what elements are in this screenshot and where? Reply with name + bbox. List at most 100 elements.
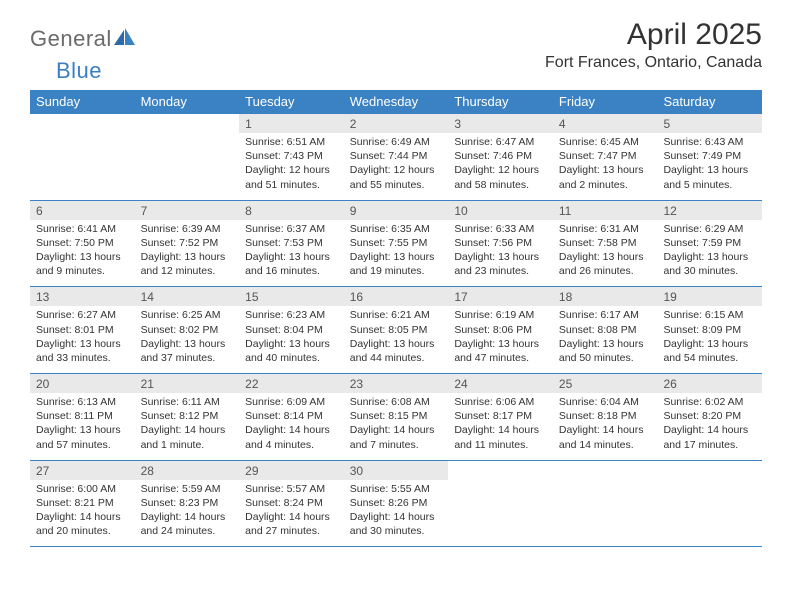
- sunrise-text: Sunrise: 5:59 AM: [141, 482, 234, 496]
- day-body: Sunrise: 6:31 AMSunset: 7:58 PMDaylight:…: [553, 220, 658, 287]
- day-cell: 29Sunrise: 5:57 AMSunset: 8:24 PMDayligh…: [239, 461, 344, 547]
- week-row: 20Sunrise: 6:13 AMSunset: 8:11 PMDayligh…: [30, 374, 762, 461]
- sunrise-text: Sunrise: 6:09 AM: [245, 395, 338, 409]
- sunrise-text: Sunrise: 6:39 AM: [141, 222, 234, 236]
- week-row: 27Sunrise: 6:00 AMSunset: 8:21 PMDayligh…: [30, 461, 762, 548]
- sunrise-text: Sunrise: 6:49 AM: [350, 135, 443, 149]
- day-number: 18: [553, 287, 658, 306]
- daylight-text: Daylight: 13 hours and 12 minutes.: [141, 250, 234, 278]
- day-number: [30, 114, 135, 133]
- day-cell: [135, 114, 240, 200]
- sunrise-text: Sunrise: 6:04 AM: [559, 395, 652, 409]
- day-number: 4: [553, 114, 658, 133]
- day-number: 8: [239, 201, 344, 220]
- sunset-text: Sunset: 8:08 PM: [559, 323, 652, 337]
- daylight-text: Daylight: 13 hours and 33 minutes.: [36, 337, 129, 365]
- day-cell: 3Sunrise: 6:47 AMSunset: 7:46 PMDaylight…: [448, 114, 553, 200]
- brand-text-2: Blue: [56, 58, 102, 83]
- day-cell: 6Sunrise: 6:41 AMSunset: 7:50 PMDaylight…: [30, 201, 135, 287]
- day-body: [135, 133, 240, 193]
- sunset-text: Sunset: 8:23 PM: [141, 496, 234, 510]
- sunset-text: Sunset: 8:18 PM: [559, 409, 652, 423]
- day-cell: 8Sunrise: 6:37 AMSunset: 7:53 PMDaylight…: [239, 201, 344, 287]
- sunset-text: Sunset: 7:47 PM: [559, 149, 652, 163]
- day-body: Sunrise: 6:45 AMSunset: 7:47 PMDaylight:…: [553, 133, 658, 200]
- day-body: [553, 480, 658, 540]
- day-body: Sunrise: 6:37 AMSunset: 7:53 PMDaylight:…: [239, 220, 344, 287]
- day-body: Sunrise: 6:47 AMSunset: 7:46 PMDaylight:…: [448, 133, 553, 200]
- sunrise-text: Sunrise: 6:31 AM: [559, 222, 652, 236]
- day-body: Sunrise: 6:51 AMSunset: 7:43 PMDaylight:…: [239, 133, 344, 200]
- day-cell: 2Sunrise: 6:49 AMSunset: 7:44 PMDaylight…: [344, 114, 449, 200]
- day-cell: [448, 461, 553, 547]
- day-body: Sunrise: 5:57 AMSunset: 8:24 PMDaylight:…: [239, 480, 344, 547]
- day-cell: 11Sunrise: 6:31 AMSunset: 7:58 PMDayligh…: [553, 201, 658, 287]
- sunrise-text: Sunrise: 5:57 AM: [245, 482, 338, 496]
- sunrise-text: Sunrise: 6:23 AM: [245, 308, 338, 322]
- brand-text-1: General: [30, 26, 112, 52]
- sunset-text: Sunset: 8:20 PM: [663, 409, 756, 423]
- day-cell: [657, 461, 762, 547]
- day-cell: 24Sunrise: 6:06 AMSunset: 8:17 PMDayligh…: [448, 374, 553, 460]
- day-body: Sunrise: 6:13 AMSunset: 8:11 PMDaylight:…: [30, 393, 135, 460]
- day-number: 14: [135, 287, 240, 306]
- sunset-text: Sunset: 8:02 PM: [141, 323, 234, 337]
- sunset-text: Sunset: 8:24 PM: [245, 496, 338, 510]
- sunrise-text: Sunrise: 6:43 AM: [663, 135, 756, 149]
- day-number: [657, 461, 762, 480]
- sunset-text: Sunset: 8:01 PM: [36, 323, 129, 337]
- day-body: Sunrise: 6:35 AMSunset: 7:55 PMDaylight:…: [344, 220, 449, 287]
- dow-saturday: Saturday: [657, 90, 762, 114]
- title-block: April 2025 Fort Frances, Ontario, Canada: [545, 18, 762, 72]
- sunset-text: Sunset: 8:06 PM: [454, 323, 547, 337]
- day-cell: 18Sunrise: 6:17 AMSunset: 8:08 PMDayligh…: [553, 287, 658, 373]
- day-number: 12: [657, 201, 762, 220]
- sunrise-text: Sunrise: 6:29 AM: [663, 222, 756, 236]
- sunset-text: Sunset: 7:53 PM: [245, 236, 338, 250]
- day-number: 19: [657, 287, 762, 306]
- sunrise-text: Sunrise: 6:21 AM: [350, 308, 443, 322]
- sunset-text: Sunset: 7:49 PM: [663, 149, 756, 163]
- calendar-grid: Sunday Monday Tuesday Wednesday Thursday…: [30, 90, 762, 547]
- day-number: [553, 461, 658, 480]
- day-number: 6: [30, 201, 135, 220]
- day-body: Sunrise: 6:02 AMSunset: 8:20 PMDaylight:…: [657, 393, 762, 460]
- sunset-text: Sunset: 8:15 PM: [350, 409, 443, 423]
- sunrise-text: Sunrise: 6:08 AM: [350, 395, 443, 409]
- day-body: Sunrise: 6:41 AMSunset: 7:50 PMDaylight:…: [30, 220, 135, 287]
- daylight-text: Daylight: 13 hours and 30 minutes.: [663, 250, 756, 278]
- daylight-text: Daylight: 14 hours and 1 minute.: [141, 423, 234, 451]
- day-cell: 23Sunrise: 6:08 AMSunset: 8:15 PMDayligh…: [344, 374, 449, 460]
- day-body: Sunrise: 6:08 AMSunset: 8:15 PMDaylight:…: [344, 393, 449, 460]
- sunrise-text: Sunrise: 6:25 AM: [141, 308, 234, 322]
- daylight-text: Daylight: 13 hours and 47 minutes.: [454, 337, 547, 365]
- day-body: Sunrise: 5:55 AMSunset: 8:26 PMDaylight:…: [344, 480, 449, 547]
- day-number: 20: [30, 374, 135, 393]
- day-cell: 14 Sunrise: 6:25 AMSunset: 8:02 PMDayligh…: [135, 287, 240, 373]
- day-number: [135, 114, 240, 133]
- day-body: Sunrise: 6:19 AMSunset: 8:06 PMDaylight:…: [448, 306, 553, 373]
- month-title: April 2025: [545, 18, 762, 52]
- daylight-text: Daylight: 13 hours and 9 minutes.: [36, 250, 129, 278]
- daylight-text: Daylight: 13 hours and 37 minutes.: [141, 337, 234, 365]
- daylight-text: Daylight: 12 hours and 58 minutes.: [454, 163, 547, 191]
- sunrise-text: Sunrise: 6:27 AM: [36, 308, 129, 322]
- day-cell: 27Sunrise: 6:00 AMSunset: 8:21 PMDayligh…: [30, 461, 135, 547]
- day-number: 23: [344, 374, 449, 393]
- daylight-text: Daylight: 14 hours and 7 minutes.: [350, 423, 443, 451]
- sunrise-text: Sunrise: 5:55 AM: [350, 482, 443, 496]
- day-cell: 26Sunrise: 6:02 AMSunset: 8:20 PMDayligh…: [657, 374, 762, 460]
- daylight-text: Daylight: 14 hours and 14 minutes.: [559, 423, 652, 451]
- day-number: [448, 461, 553, 480]
- sunrise-text: Sunrise: 6:47 AM: [454, 135, 547, 149]
- daylight-text: Daylight: 14 hours and 11 minutes.: [454, 423, 547, 451]
- day-number: 26: [657, 374, 762, 393]
- sunset-text: Sunset: 8:04 PM: [245, 323, 338, 337]
- day-cell: 28Sunrise: 5:59 AMSunset: 8:23 PMDayligh…: [135, 461, 240, 547]
- daylight-text: Daylight: 13 hours and 2 minutes.: [559, 163, 652, 191]
- daylight-text: Daylight: 12 hours and 51 minutes.: [245, 163, 338, 191]
- sunrise-text: Sunrise: 6:41 AM: [36, 222, 129, 236]
- daylight-text: Daylight: 13 hours and 54 minutes.: [663, 337, 756, 365]
- sunset-text: Sunset: 7:50 PM: [36, 236, 129, 250]
- daylight-text: Daylight: 13 hours and 44 minutes.: [350, 337, 443, 365]
